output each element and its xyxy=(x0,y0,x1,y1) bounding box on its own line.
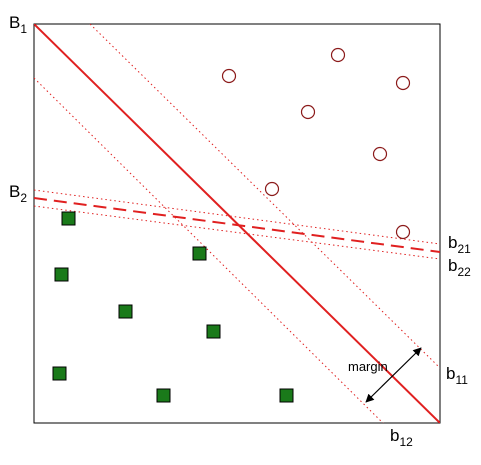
square-class-points xyxy=(52,211,294,403)
circle-class-points xyxy=(221,47,411,240)
margin-line-b11 xyxy=(89,24,440,369)
margin-line-b21 xyxy=(34,189,440,245)
label-b21: b21 xyxy=(448,233,471,256)
square-point xyxy=(206,324,221,339)
boundary-B2-line xyxy=(34,197,440,253)
circle-point xyxy=(221,68,237,84)
square-point xyxy=(118,304,133,319)
circle-point xyxy=(330,47,346,63)
label-B1: B1 xyxy=(9,13,27,36)
margin-line-b22 xyxy=(34,205,440,260)
label-b12: b12 xyxy=(390,426,413,449)
label-b11: b11 xyxy=(446,364,468,387)
margin-label: margin xyxy=(348,359,388,374)
square-point xyxy=(52,366,67,381)
circle-point xyxy=(300,104,316,120)
label-B2: B2 xyxy=(9,182,27,205)
circle-point xyxy=(372,146,388,162)
square-point xyxy=(156,388,171,403)
plot-frame xyxy=(33,23,441,424)
square-point xyxy=(54,267,69,282)
label-b22: b22 xyxy=(448,256,471,279)
margin-arrow xyxy=(365,347,422,403)
circle-point xyxy=(395,75,411,91)
circle-point xyxy=(264,181,280,197)
square-point xyxy=(279,388,294,403)
square-point xyxy=(192,246,207,261)
circle-point xyxy=(395,224,411,240)
margin-line-b12 xyxy=(34,77,384,423)
square-point xyxy=(61,211,76,226)
